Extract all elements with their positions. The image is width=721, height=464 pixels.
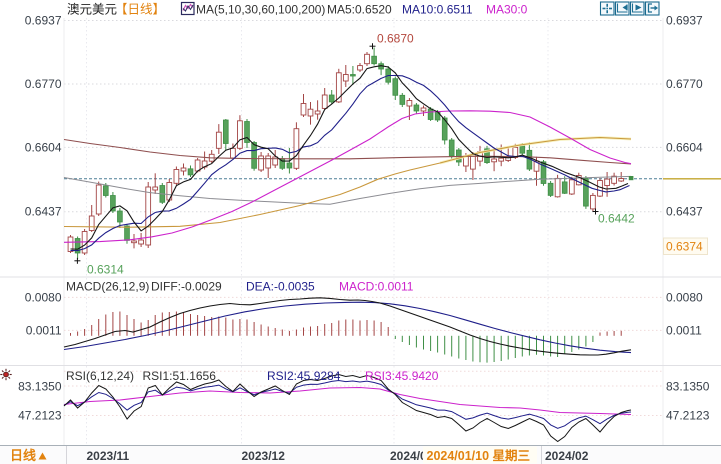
svg-text:MACD:0.0011: MACD:0.0011 xyxy=(339,280,414,294)
svg-text:MA(5,10,30,60,100,200): MA(5,10,30,60,100,200) xyxy=(196,3,325,17)
svg-text:日线: 日线 xyxy=(10,448,36,463)
svg-text:47.2123: 47.2123 xyxy=(666,409,710,423)
svg-text:0.6314: 0.6314 xyxy=(87,263,124,277)
svg-text:0.6604: 0.6604 xyxy=(25,140,62,154)
svg-text:0.6442: 0.6442 xyxy=(598,212,635,226)
svg-text:0.6937: 0.6937 xyxy=(25,14,62,28)
svg-text:2023/12: 2023/12 xyxy=(242,449,286,463)
svg-text:0.0080: 0.0080 xyxy=(25,290,62,304)
svg-text:2024/01/10 星期三: 2024/01/10 星期三 xyxy=(427,448,531,463)
svg-text:0.6770: 0.6770 xyxy=(25,77,62,91)
svg-text:0.0011: 0.0011 xyxy=(666,323,702,337)
svg-text:澳元美元: 澳元美元 xyxy=(67,3,117,17)
svg-text:DEA:-0.0035: DEA:-0.0035 xyxy=(246,280,315,294)
svg-text:0.6604: 0.6604 xyxy=(666,140,703,154)
svg-text:0.0011: 0.0011 xyxy=(26,323,62,337)
svg-text:RSI(6,12,24): RSI(6,12,24) xyxy=(66,369,134,383)
svg-text:2024/02: 2024/02 xyxy=(545,449,589,463)
svg-text:RSI1:51.1656: RSI1:51.1656 xyxy=(143,369,217,383)
svg-text:83.1350: 83.1350 xyxy=(18,379,62,393)
svg-text:RSI2:45.9284: RSI2:45.9284 xyxy=(267,369,341,383)
svg-text:MA5:0.6520: MA5:0.6520 xyxy=(327,3,392,17)
svg-text:MA30:0: MA30:0 xyxy=(486,3,528,17)
svg-text:47.2123: 47.2123 xyxy=(18,409,62,423)
svg-text:2023/11: 2023/11 xyxy=(87,449,130,463)
svg-text:0.6937: 0.6937 xyxy=(666,14,703,28)
svg-text:0.6870: 0.6870 xyxy=(377,32,414,46)
svg-text:MA10:0.6511: MA10:0.6511 xyxy=(402,3,473,17)
svg-text:0.6374: 0.6374 xyxy=(666,240,703,254)
svg-text:0.6437: 0.6437 xyxy=(666,205,703,219)
svg-text:83.1350: 83.1350 xyxy=(666,379,710,393)
svg-text:DIFF:-0.0029: DIFF:-0.0029 xyxy=(151,280,222,294)
svg-text:0.6437: 0.6437 xyxy=(25,205,62,219)
svg-text:RSI3:45.9420: RSI3:45.9420 xyxy=(365,369,439,383)
svg-text:0.0080: 0.0080 xyxy=(666,290,703,304)
svg-text:2024/01: 2024/01 xyxy=(390,449,434,463)
svg-text:【日线】: 【日线】 xyxy=(115,3,165,17)
svg-text:0.6770: 0.6770 xyxy=(666,77,703,91)
svg-text:MACD(26,12,9): MACD(26,12,9) xyxy=(66,280,149,294)
